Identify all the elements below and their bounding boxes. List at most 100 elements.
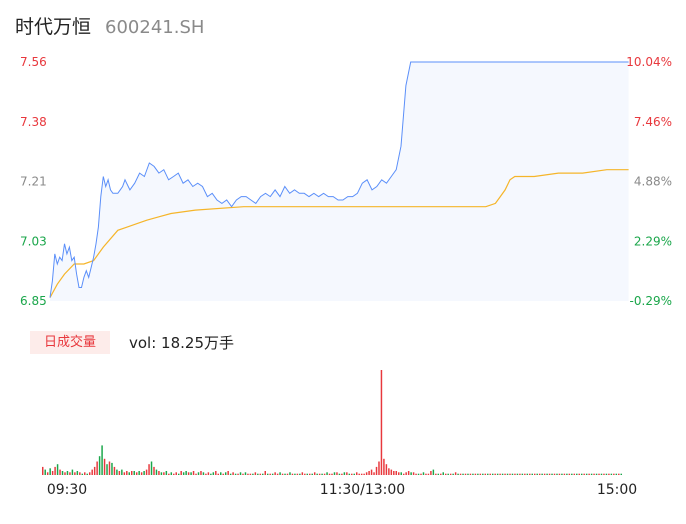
volume-bar <box>150 461 153 475</box>
volume-bar <box>232 472 234 475</box>
volume-bar <box>618 473 620 475</box>
volume-bar <box>365 472 368 475</box>
volume-bar <box>205 473 207 475</box>
volume-bar <box>578 473 580 475</box>
volume-bar <box>494 473 496 475</box>
volume-bar <box>126 471 128 475</box>
volume-bar <box>608 473 610 475</box>
volume-bar <box>286 473 289 475</box>
volume-bar <box>360 473 363 475</box>
volume-bar <box>506 473 509 475</box>
volume-bar <box>168 473 170 475</box>
y-left-axis: 7.56 7.38 7.21 7.03 6.85 <box>20 55 47 308</box>
volume-bar <box>212 472 215 475</box>
volume-bar <box>160 472 163 475</box>
volume-bar <box>573 473 576 475</box>
volume-bar <box>393 471 395 475</box>
volume-bar <box>195 473 197 475</box>
y-right-tick: 2.29% <box>634 234 672 248</box>
volume-bar <box>291 473 294 475</box>
volume-bar <box>469 473 472 475</box>
volume-bar <box>464 473 467 475</box>
x-axis: 09:30 11:30/13:00 15:00 <box>47 482 637 498</box>
volume-bar <box>74 472 76 475</box>
volume-bar <box>217 473 220 475</box>
volume-bar <box>442 472 444 475</box>
volume-bar <box>185 471 187 475</box>
volume-bar <box>427 473 430 475</box>
y-left-tick: 6.85 <box>20 294 47 308</box>
volume-bar <box>140 472 143 475</box>
price-area <box>50 62 629 301</box>
volume-bar <box>546 473 548 475</box>
volume-bar <box>385 464 388 475</box>
volume-bar <box>400 472 402 475</box>
volume-bar <box>407 471 410 475</box>
y-right-tick: 4.88% <box>634 175 672 189</box>
volume-bar <box>462 473 464 475</box>
volume-bar <box>276 473 279 475</box>
volume-bar <box>580 473 583 475</box>
volume-bar <box>284 473 286 475</box>
volume-bar <box>252 473 254 475</box>
volume-bar <box>271 473 274 475</box>
volume-bar <box>336 472 338 475</box>
volume-bar <box>229 473 232 475</box>
volume-bar <box>543 473 546 475</box>
volume-bar <box>88 472 91 475</box>
volume-bar <box>373 472 375 475</box>
volume-bar <box>266 473 269 475</box>
volume-bar <box>516 473 519 475</box>
volume-bar <box>395 471 398 475</box>
volume-bar <box>363 473 365 475</box>
volume-bar <box>467 473 469 475</box>
volume-bar <box>128 472 131 475</box>
volume-bar <box>355 472 358 475</box>
volume-bar <box>435 473 437 475</box>
volume-bar <box>496 473 499 475</box>
volume-bar <box>294 473 296 475</box>
volume-bar <box>378 461 380 475</box>
volume-bar <box>187 472 190 475</box>
volume-bar <box>91 469 93 475</box>
volume-bar <box>131 471 133 475</box>
volume-bar <box>447 473 449 475</box>
volume-bar <box>583 473 585 475</box>
volume-bar <box>563 473 566 475</box>
volume-bar <box>556 473 558 475</box>
volume-bar <box>54 466 56 475</box>
volume-bar <box>531 473 533 475</box>
volume-bar <box>449 473 452 475</box>
volume-bar <box>420 473 422 475</box>
volume-bar <box>348 473 351 475</box>
volume-bar <box>432 469 435 475</box>
volume-bar <box>279 472 281 475</box>
volume-bar <box>135 472 138 475</box>
volume-bar <box>538 473 541 475</box>
volume-bar <box>585 473 588 475</box>
volume-bar <box>148 464 150 475</box>
volume-bar <box>79 472 81 475</box>
volume-bar <box>534 473 536 475</box>
volume-bar <box>111 462 113 475</box>
volume-bar <box>484 473 487 475</box>
x-tick: 15:00 <box>597 482 637 498</box>
volume-bar <box>259 473 262 475</box>
volume-bar <box>182 472 185 475</box>
volume-bar <box>571 473 573 475</box>
volume-bar <box>170 472 173 475</box>
volume-bar <box>417 473 420 475</box>
volume-bar <box>173 473 175 475</box>
volume-bar <box>239 472 242 475</box>
volume-bar <box>108 461 111 475</box>
volume-bar <box>304 473 306 475</box>
volume-bar <box>568 473 571 475</box>
volume-bar <box>155 469 158 475</box>
volume-bar <box>318 473 321 475</box>
volume-bar <box>479 473 482 475</box>
volume-bar <box>123 472 126 475</box>
volume-bar <box>202 472 205 475</box>
volume-bar <box>338 473 341 475</box>
volume-bar <box>331 473 333 475</box>
volume-bar <box>605 473 608 475</box>
